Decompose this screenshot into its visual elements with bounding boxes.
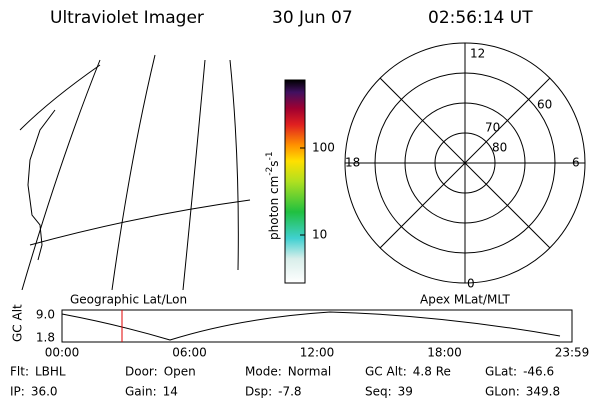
- time-label: 00:00: [45, 346, 80, 360]
- mlat-label: 70: [485, 121, 500, 135]
- info-label: Gain:: [125, 385, 157, 399]
- info-label: GLon:: [485, 385, 520, 399]
- time: 02:56:14 UT: [428, 8, 533, 28]
- info-label: Door:: [125, 365, 158, 379]
- alt-tick: 9.0: [36, 308, 55, 322]
- cb-label: photon cm-2s-1: [265, 151, 281, 240]
- info-value: -7.8: [278, 385, 301, 399]
- info: Flt: LBHL Door: Open Mode: Normal GC Alt: 4.8 R…: [10, 365, 560, 399]
- polar-grid: [344, 42, 586, 284]
- info-value: LBHL: [35, 365, 66, 379]
- info-label: Mode:: [245, 365, 282, 379]
- info-label: IP:: [10, 385, 25, 399]
- mlat-label: 80: [492, 141, 507, 155]
- mlt-label: 0: [467, 277, 475, 291]
- title: Ultraviolet Imager: [50, 8, 204, 28]
- cb-tick-label: 10: [312, 228, 327, 242]
- cb-exp: -1: [265, 151, 275, 160]
- mlt-label: 12: [470, 47, 485, 61]
- info-value: 349.8: [526, 385, 560, 399]
- alt-axis-label: GC Alt: [11, 304, 25, 342]
- time-label: 12:00: [300, 346, 335, 360]
- colorbar: [284, 79, 306, 284]
- info-label: Seq:: [365, 385, 392, 399]
- info-value: Normal: [288, 365, 331, 379]
- cb-label-text: photon cm: [267, 176, 281, 240]
- time-axis: 00:00 06:00 12:00 18:00 23:59: [45, 346, 590, 360]
- cb-unit: s: [267, 160, 281, 166]
- alt-panel: [61, 309, 573, 343]
- info-value: 36.0: [31, 385, 58, 399]
- info-value: 14: [163, 385, 178, 399]
- info-label: GLat:: [485, 365, 517, 379]
- map-label: Geographic Lat/Lon: [70, 293, 187, 307]
- time-label: 23:59: [555, 346, 590, 360]
- mlat-label: 60: [537, 98, 552, 112]
- apex-label: Apex MLat/MLT: [420, 293, 510, 307]
- alt-tick: 1.8: [36, 331, 55, 345]
- date: 30 Jun 07: [272, 8, 353, 28]
- time-label: 06:00: [172, 346, 207, 360]
- mlt-label: 6: [572, 156, 580, 170]
- info-value: 4.8 Re: [413, 365, 451, 379]
- time-label: 18:00: [427, 346, 462, 360]
- info-label: Dsp:: [245, 385, 272, 399]
- cb-exp: -2: [265, 167, 275, 176]
- alt-curve: [61, 311, 561, 341]
- cb-tick-label: 100: [312, 141, 335, 155]
- info-label: GC Alt:: [365, 365, 407, 379]
- mlt-label: 18: [345, 156, 360, 170]
- map: [19, 54, 251, 290]
- info-value: 39: [398, 385, 413, 399]
- info-label: Flt:: [10, 365, 29, 379]
- info-value: -46.6: [523, 365, 554, 379]
- info-value: Open: [164, 365, 196, 379]
